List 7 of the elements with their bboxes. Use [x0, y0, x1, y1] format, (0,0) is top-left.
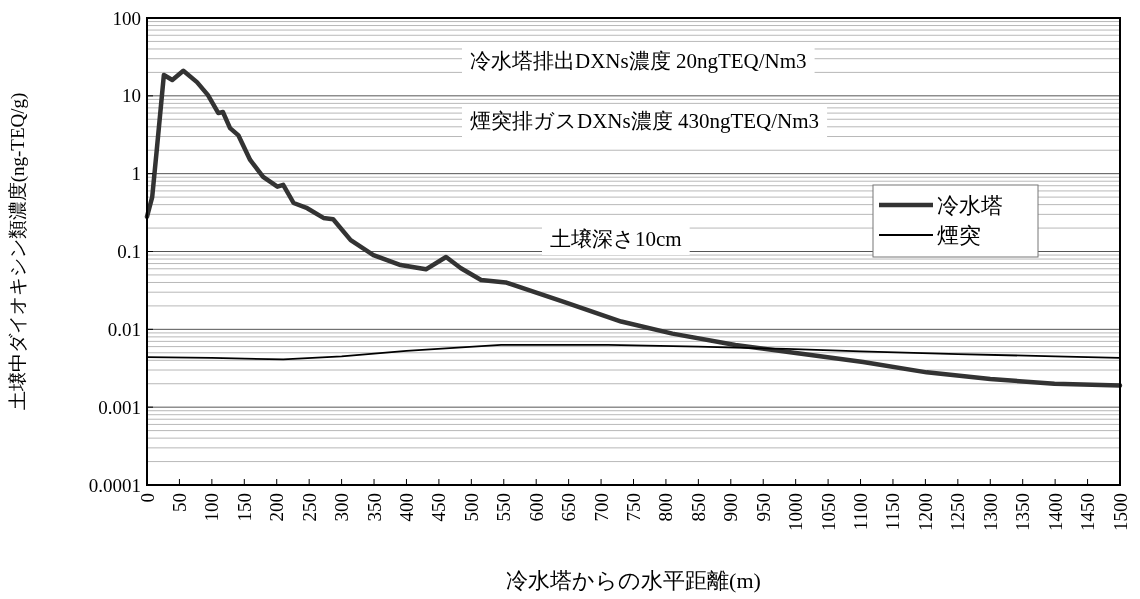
ylabel: 土壌中ダイオキシン類濃度(ng-TEQ/g) [7, 92, 28, 411]
legend-label: 煙突 [937, 222, 981, 248]
legend-label: 冷水塔 [937, 192, 1003, 218]
annotation: 煙突排ガスDXNs濃度 430ngTEQ/Nm3 [470, 109, 820, 133]
annotation: 冷水塔排出DXNs濃度 20ngTEQ/Nm3 [470, 49, 807, 73]
xlabel: 冷水塔からの水平距離(m) [506, 568, 761, 593]
annotation: 土壌深さ10cm [550, 227, 682, 251]
